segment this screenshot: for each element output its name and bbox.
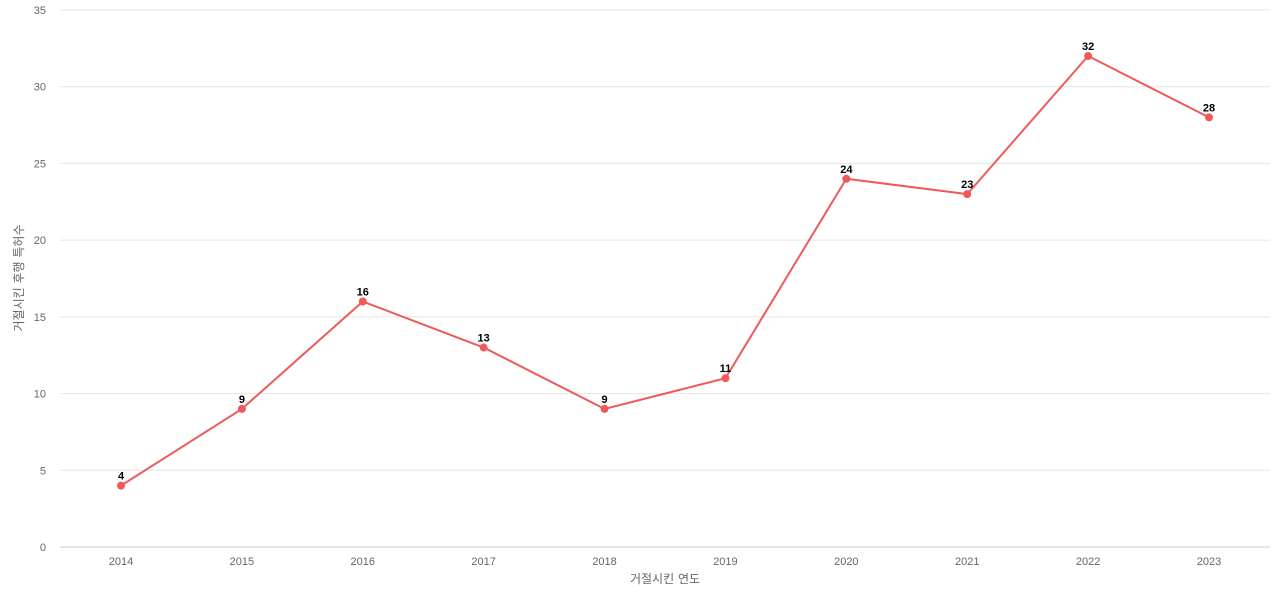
data-labels: 4 9 16 13 9 11 24 23 32 28 [118,41,1215,483]
data-point[interactable] [600,404,609,413]
data-point[interactable] [963,190,972,199]
data-label: 24 [840,164,853,176]
y-tick-label: 20 [34,235,46,247]
x-tick-label: 2017 [471,556,495,568]
y-tick-label: 0 [40,542,46,554]
x-tick-label: 2022 [1076,556,1100,568]
x-tick-label: 2023 [1197,556,1221,568]
x-tick-label: 2016 [351,556,375,568]
data-point[interactable] [358,297,367,306]
series [117,52,1213,490]
data-label: 4 [118,471,125,483]
data-point[interactable] [237,404,246,413]
data-label: 11 [720,363,732,375]
y-tick-label: 10 [34,389,46,401]
y-tick-label: 35 [34,5,46,17]
y-tick-label: 15 [34,312,46,324]
data-label: 32 [1082,41,1094,53]
data-label: 28 [1203,102,1215,114]
x-axis-ticks: 2014 2015 2016 2017 2018 2019 2020 2021 2022 2023 [109,556,1221,568]
data-label: 13 [478,333,490,345]
x-tick-label: 2018 [592,556,616,568]
grid [60,9,1270,548]
data-point[interactable] [721,374,730,383]
series-line [120,55,1210,487]
y-axis-title: 거절시킨 후행 특허수 [11,225,26,332]
data-label: 16 [357,287,369,299]
y-tick-label: 25 [34,158,46,170]
x-tick-label: 2020 [834,556,858,568]
x-tick-label: 2021 [955,556,979,568]
y-axis-ticks: 0 5 10 15 20 25 30 35 [34,5,46,554]
x-tick-label: 2014 [109,556,133,568]
data-point[interactable] [479,343,488,352]
data-label: 9 [239,394,245,406]
data-point[interactable] [1084,52,1093,61]
x-axis-title: 거절시킨 연도 [630,572,700,586]
x-tick-label: 2015 [230,556,254,568]
data-label: 9 [601,394,607,406]
data-point[interactable] [842,174,851,183]
data-point[interactable] [117,481,125,490]
x-tick-label: 2019 [713,556,737,568]
data-label: 23 [961,179,973,191]
y-tick-label: 30 [34,82,46,94]
data-point[interactable] [1205,113,1213,122]
y-tick-label: 5 [40,465,46,477]
